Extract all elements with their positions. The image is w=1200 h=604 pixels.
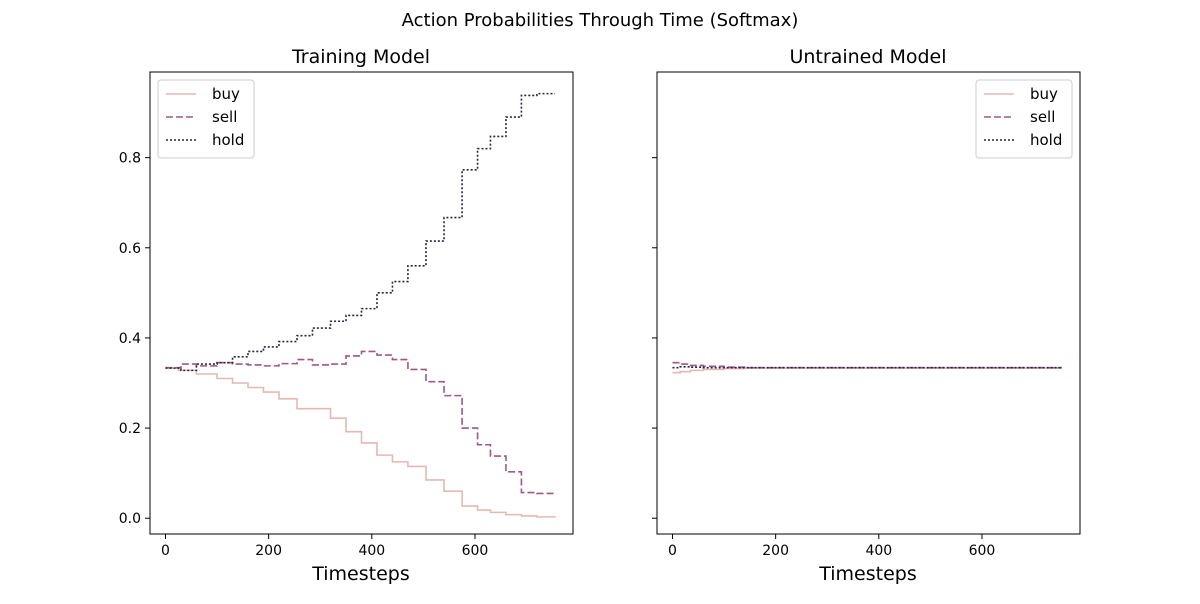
- series-line-hold: [672, 365, 1062, 369]
- x-tick-label: 200: [255, 543, 282, 559]
- x-tick-label: 400: [358, 543, 385, 559]
- legend-label-buy: buy: [1030, 85, 1058, 103]
- series-line-buy: [672, 367, 1062, 374]
- ticks-group: 0 200 400 600: [652, 157, 996, 559]
- series-line-sell: [672, 361, 1062, 369]
- ticks-group: 0 200 400 600 0.0 0.2 0.4 0.6 0.8: [119, 151, 489, 559]
- series-line-hold: [165, 92, 555, 372]
- panel-training-model: Training Model Timesteps 0 200 400 600 0.0 0.…: [119, 46, 574, 585]
- panel-title: Training Model: [291, 46, 430, 68]
- chart-lines-group: [672, 361, 1062, 374]
- plot-frame: [656, 71, 1081, 535]
- x-tick-label: 600: [462, 543, 489, 559]
- legend-box: [157, 79, 255, 159]
- legend: buy sell hold: [975, 79, 1073, 159]
- figure-suptitle: Action Probabilities Through Time (Softm…: [402, 10, 799, 31]
- series-line-sell: [165, 350, 555, 495]
- series-line-buy: [165, 367, 556, 518]
- x-axis-label: Timesteps: [818, 563, 917, 585]
- legend-label-hold: hold: [212, 131, 244, 149]
- x-tick-label: 0: [668, 543, 677, 559]
- legend-label-buy: buy: [212, 85, 240, 103]
- legend-label-sell: sell: [1030, 108, 1055, 126]
- x-tick-label: 400: [865, 543, 892, 559]
- panel-untrained-model: Untrained Model Timesteps 0 200 400 600 buy…: [652, 46, 1081, 585]
- chart-lines-group: [165, 92, 556, 518]
- y-tick-label: 0.8: [119, 151, 141, 167]
- legend-label-sell: sell: [212, 108, 237, 126]
- legend: buy sell hold: [157, 79, 255, 159]
- panel-title: Untrained Model: [789, 46, 946, 68]
- y-tick-label: 0.6: [119, 241, 141, 257]
- x-tick-label: 600: [969, 543, 996, 559]
- x-axis-label: Timesteps: [311, 563, 410, 585]
- y-tick-label: 0.0: [119, 511, 141, 527]
- x-tick-label: 0: [161, 543, 170, 559]
- plot-frame: [149, 71, 574, 535]
- legend-box: [975, 79, 1073, 159]
- x-tick-label: 200: [762, 543, 789, 559]
- legend-label-hold: hold: [1030, 131, 1062, 149]
- y-tick-label: 0.2: [119, 421, 141, 437]
- y-tick-label: 0.4: [119, 331, 141, 347]
